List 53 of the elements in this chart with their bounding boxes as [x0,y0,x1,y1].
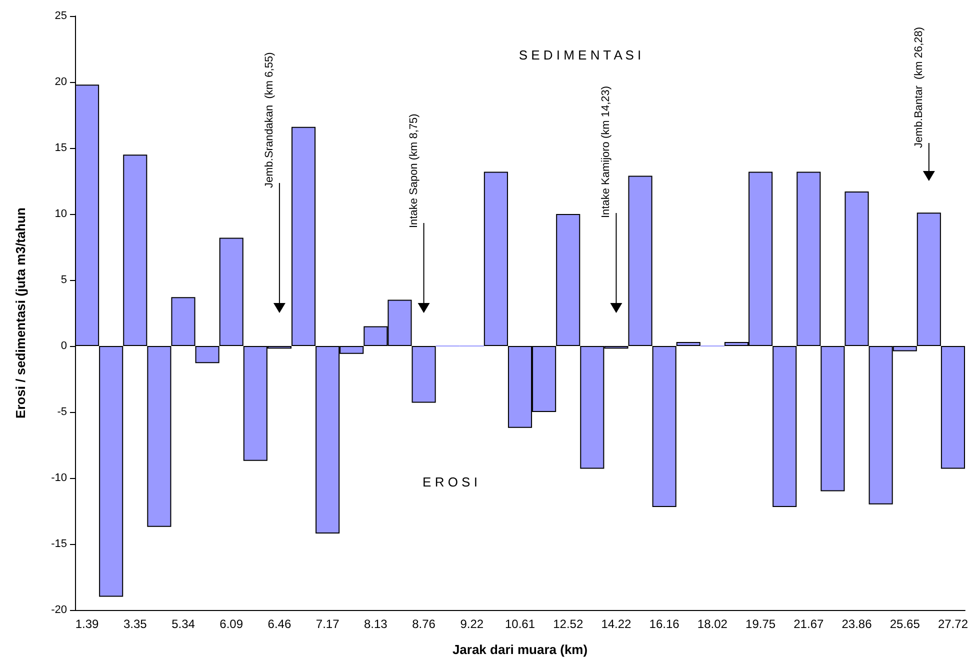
y-tick-label: -5 [57,406,67,418]
x-tick-label: 6.46 [268,617,292,631]
x-tick-label: 23.86 [842,617,872,631]
x-axis-title: Jarak dari muara (km) [452,642,588,657]
x-tick-label: 6.09 [220,617,244,631]
y-tick-label: -10 [51,472,67,484]
y-tick-label: -20 [51,604,67,616]
bar [652,346,676,508]
bar [628,176,652,346]
x-tick-label: 14.22 [601,617,632,631]
bar [556,214,580,346]
x-tick-label: 12.52 [553,617,584,631]
x-tick-label: 3.35 [123,617,148,631]
annotation: Jemb.Bantar (km 26,28) [912,26,925,148]
bar [171,297,196,346]
x-tick-label: 21.67 [794,617,824,631]
bar [940,346,965,469]
x-tick-label: 16.16 [649,617,680,631]
y-tick-label: 20 [54,76,67,88]
annotation: Intake Kamijoro (km 14,23) [600,86,612,218]
bar [820,346,845,492]
x-tick-label: 8.13 [364,617,388,631]
bar [219,238,244,346]
x-tick-label: 18.02 [697,617,728,631]
bar [772,346,797,508]
bar [195,346,220,364]
bar [796,172,821,346]
x-tick-label: 7.17 [316,617,340,631]
bar [291,126,316,346]
x-tick-label: 10.61 [504,617,536,631]
x-tick-label: 25.65 [890,617,920,631]
y-axis-title: Erosi / sedimentasi (juta m3/tahun [13,207,28,418]
annotation: S E D I M E N T A S I [518,48,642,62]
x-tick-label: 8.76 [412,617,436,631]
bar [844,192,869,346]
y-tick-label: -15 [51,538,67,550]
y-tick-label: 25 [54,10,67,22]
annotation: Intake Sapon (km 8,75) [408,114,420,228]
x-tick-label: 19.75 [746,617,776,631]
bar [147,346,172,527]
bar [99,346,124,597]
y-tick-label: 15 [54,142,67,154]
y-tick-label: 10 [54,208,67,220]
x-tick-label: 1.39 [75,617,100,631]
x-tick-label: 27.72 [938,617,968,631]
y-tick-label: 5 [60,274,67,286]
annotation: Jemb.Srandakan (km 6,55) [263,52,276,188]
x-tick-label: 5.34 [172,617,196,631]
y-tick-label: 0 [60,340,67,352]
bar [123,154,148,346]
annotation: E R O S I [422,474,478,490]
bar [916,212,941,346]
x-tick-label: 9.22 [460,617,484,631]
